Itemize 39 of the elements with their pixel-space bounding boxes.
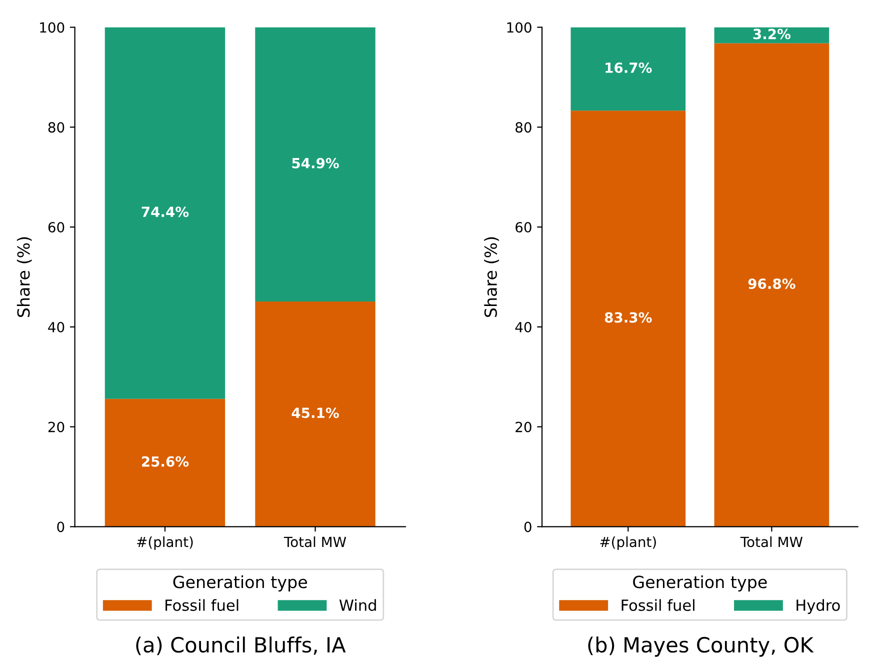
text: (a) Council Bluffs, IA (136, 636, 346, 656)
legend-label: Fossil fuel (622, 599, 694, 611)
data-label: 54.9% (292, 158, 339, 168)
bar (570, 27, 686, 111)
data-label: 45.1% (292, 408, 339, 418)
x-tick-label: #(plant) (137, 536, 193, 550)
legend-title: Generation type (633, 575, 767, 592)
data-label: 74.4% (142, 206, 189, 218)
y-tick-label: 100 (40, 22, 64, 33)
x-tick-label: #(plant) (600, 536, 656, 550)
y-tick-label: 40 (48, 322, 64, 332)
y-tick-label: 0 (57, 522, 64, 532)
bar (255, 301, 376, 527)
y-tick-label: 20 (48, 422, 64, 432)
y-tick-label: 20 (516, 422, 532, 432)
text: (b) Mayes County, OK (588, 636, 814, 657)
y-tick-label: 80 (516, 122, 532, 133)
data-label: 16.7% (606, 62, 652, 73)
data-label: 96.8% (748, 278, 796, 289)
legend-label: Hydro (796, 599, 840, 614)
data-label: 3.2% (753, 28, 791, 40)
data-label: 25.6% (142, 456, 189, 467)
y-tick-label: 0 (524, 522, 532, 532)
data-label: 83.3% (604, 312, 652, 323)
y-tick-label: 100 (507, 22, 532, 33)
y-tick-label: 80 (48, 122, 64, 133)
legend-label: Wind (339, 599, 376, 611)
y-tick-label: 60 (48, 222, 64, 233)
y-axis-title: Share (%) (16, 237, 32, 317)
y-axis-title: Share (%) (484, 237, 499, 317)
legend-title: Generation type (173, 575, 307, 592)
y-tick-label: 40 (515, 322, 532, 332)
x-tick-label: Total MW (740, 536, 803, 548)
bar (104, 27, 226, 399)
y-tick-label: 60 (516, 222, 532, 233)
bar (104, 398, 226, 527)
x-tick-label: Total MW (284, 536, 346, 548)
legend-label: Fossil fuel (166, 599, 238, 611)
bar (255, 27, 376, 302)
